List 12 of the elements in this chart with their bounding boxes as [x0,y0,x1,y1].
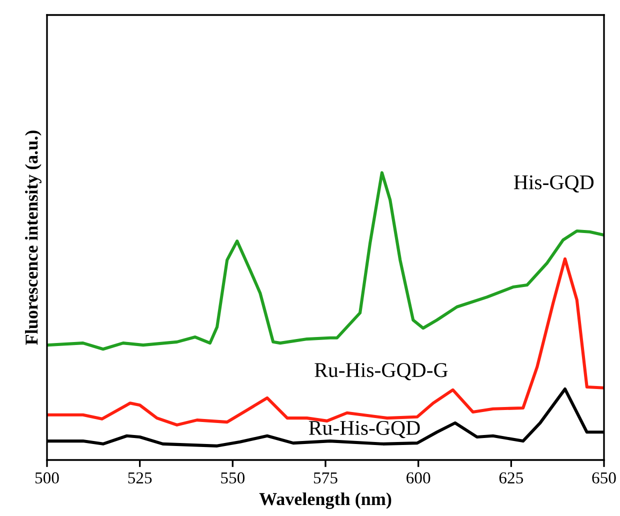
x-tick-label: 650 [592,472,616,484]
x-tick-label: 600 [406,472,430,484]
series-label: Ru-His-GQD-G [314,363,448,380]
series-label: His-GQD [514,175,594,192]
x-axis-title: Wavelength (nm) [259,492,392,509]
x-tick-label: 500 [35,472,59,484]
x-tick-label: 575 [314,472,338,484]
x-tick-label: 550 [221,472,245,484]
x-tick-label: 625 [499,472,524,484]
y-axis-title: Fluorescence intensity (a.u.) [25,130,42,345]
series-label: Ru-His-GQD [308,420,420,438]
x-tick-label: 525 [128,472,152,484]
